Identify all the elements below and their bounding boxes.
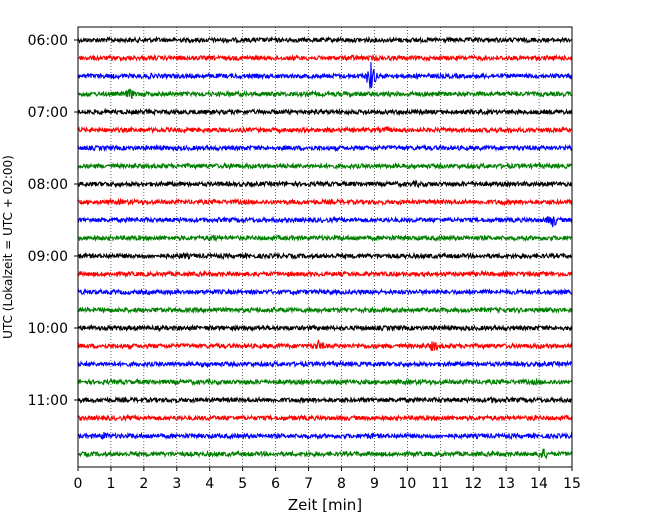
- trace-0645: [77, 88, 573, 100]
- x-tick-label: 15: [563, 476, 581, 492]
- trace-0900: [77, 251, 573, 261]
- trace-0830: [77, 215, 573, 228]
- x-tick-label: 9: [370, 476, 379, 492]
- x-tick-label: 3: [172, 476, 181, 492]
- trace-0700: [77, 107, 573, 117]
- x-tick-label: 14: [530, 476, 548, 492]
- x-tick-label: 12: [464, 476, 482, 492]
- trace-0600: [77, 35, 573, 45]
- x-axis-label: Zeit [min]: [288, 496, 362, 514]
- plot-frame: [77, 26, 573, 468]
- y-tick-label: 09:00: [28, 249, 68, 265]
- y-tick-label: 11:00: [28, 393, 68, 409]
- x-tick-label: 13: [497, 476, 515, 492]
- x-tick-label: 11: [431, 476, 449, 492]
- trace-1145: [77, 448, 573, 460]
- trace-group: [77, 35, 573, 460]
- trace-0715: [77, 125, 573, 135]
- trace-0730: [77, 143, 573, 153]
- trace-0615: [77, 53, 573, 63]
- y-tick-label: 08:00: [28, 177, 68, 193]
- x-tick-label: 6: [271, 476, 280, 492]
- y-tick-label: 10:00: [28, 321, 68, 337]
- trace-1045: [77, 377, 573, 387]
- y-tick-label: 07:00: [28, 105, 68, 121]
- x-tick-label: 1: [106, 476, 115, 492]
- trace-1115: [77, 413, 573, 423]
- y-axis-label: UTC (Lokalzeit = UTC + 02:00): [1, 155, 15, 339]
- y-tick-label: 06:00: [28, 33, 68, 49]
- x-tick-label: 0: [74, 476, 83, 492]
- trace-0845: [77, 233, 573, 243]
- x-tick-label: 5: [238, 476, 247, 492]
- trace-0630: [77, 61, 573, 89]
- x-tick-label: 2: [139, 476, 148, 492]
- trace-1030: [77, 359, 573, 369]
- minute-grid: [110, 27, 540, 467]
- x-axis-ticks: 0 1 2 3 4 5 6 7 8 9 10 11 12 13 14 15: [74, 467, 581, 492]
- trace-1000: [77, 323, 573, 333]
- trace-1130: [77, 431, 573, 441]
- x-tick-label: 8: [337, 476, 346, 492]
- trace-0800: [77, 179, 573, 189]
- y-axis-ticks: 06:00 07:00 08:00 09:00 10:00 11:00: [28, 33, 78, 409]
- trace-0930: [77, 287, 573, 297]
- trace-0945: [77, 305, 573, 315]
- x-tick-label: 10: [398, 476, 416, 492]
- trace-0815: [77, 197, 573, 207]
- x-tick-label: 4: [205, 476, 214, 492]
- trace-1100: [77, 395, 573, 405]
- x-tick-label: 7: [304, 476, 313, 492]
- trace-0915: [77, 269, 573, 279]
- trace-1015: [77, 339, 573, 352]
- trace-0745: [77, 161, 573, 171]
